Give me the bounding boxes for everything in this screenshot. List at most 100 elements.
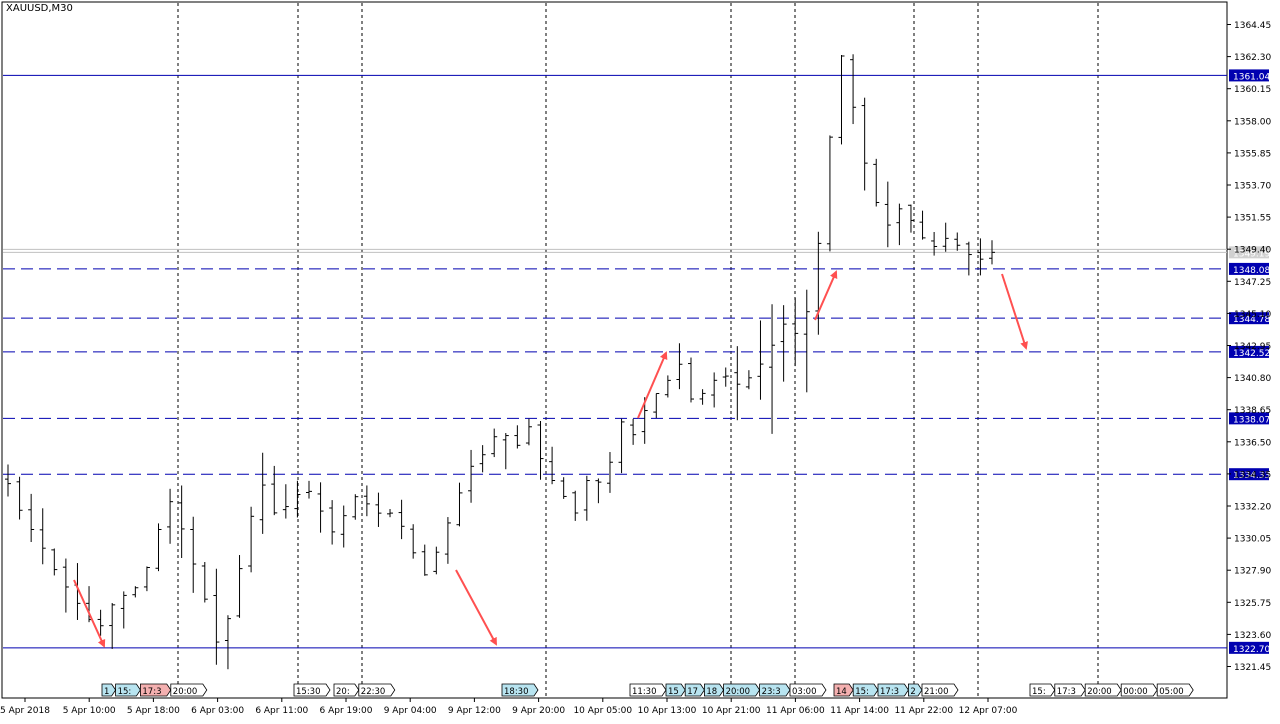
event-badge-shape (140, 683, 172, 697)
x-tick-label: 5 Apr 10:00 (63, 706, 116, 716)
event-badge-shape (759, 683, 791, 697)
candle (167, 488, 174, 544)
event-badge[interactable]: 03:00 (789, 683, 827, 697)
event-badge[interactable]: 15: (852, 683, 879, 697)
event-badge[interactable]: 1 (101, 683, 117, 697)
candle (919, 210, 926, 240)
event-badge[interactable]: 20:00 (1084, 683, 1122, 697)
session-separators (177, 3, 1099, 698)
event-badge-label: 20:00 (1087, 687, 1112, 697)
candle (896, 203, 903, 246)
arrow-4[interactable] (1001, 273, 1028, 350)
event-badge[interactable]: 18:30 (501, 683, 539, 697)
candle (479, 445, 486, 473)
x-tick-label: 11 Apr 14:00 (830, 706, 889, 716)
event-badge-shape (1054, 683, 1086, 697)
event-badge-shape (852, 683, 879, 697)
candle (745, 370, 752, 390)
candle (143, 566, 150, 592)
y-tick-label: 1351.55 (1234, 214, 1271, 224)
candle (120, 591, 127, 629)
event-badge[interactable]: 20:00 (170, 683, 208, 697)
event-badge-label: 22:30 (361, 687, 386, 697)
candle (5, 464, 11, 497)
event-badge[interactable]: 15:30 (293, 683, 331, 697)
candle (942, 222, 949, 252)
event-badge-shape (358, 683, 396, 697)
level-lines[interactable]: 1361.04 1322.70 1348.08 1344.78 1342.52 1338.… (3, 69, 1270, 655)
event-badge[interactable]: 23:3 (759, 683, 791, 697)
event-badge[interactable]: 22:30 (358, 683, 396, 697)
event-badge[interactable]: 15 (665, 683, 686, 697)
y-tick-label: 1349.40 (1234, 246, 1271, 256)
current-price-line: 1349.19 (3, 246, 1270, 259)
event-badge-shape (789, 683, 827, 697)
x-tick-label: 10 Apr 05:00 (573, 706, 632, 716)
candle (722, 367, 729, 387)
y-tick-label: 1353.70 (1234, 182, 1271, 192)
candle (688, 357, 695, 403)
event-badge-label: 2 (910, 687, 915, 697)
event-badge-label: 17:3 (880, 687, 899, 697)
arrow-0[interactable] (73, 579, 106, 648)
event-badge[interactable]: 17:3 (1054, 683, 1086, 697)
event-badge-label: 15: (855, 687, 869, 697)
event-badge-shape (833, 683, 854, 697)
candle (525, 418, 532, 446)
candle (537, 421, 544, 480)
event-badge[interactable]: 00:00 (1120, 683, 1158, 697)
candle (271, 465, 278, 516)
event-badge-shape (101, 683, 117, 697)
event-badge[interactable]: 17 (684, 683, 705, 697)
candle (514, 425, 521, 449)
candles (5, 54, 995, 670)
candle (155, 523, 162, 572)
candle (28, 493, 35, 543)
event-badge[interactable]: 15: (115, 683, 141, 697)
event-badge-label: 23:3 (762, 687, 781, 697)
event-badge-shape (684, 683, 705, 697)
candle (491, 428, 498, 458)
event-badge-label: 17:3 (142, 687, 161, 697)
y-tick-label: 1362.30 (1234, 53, 1271, 63)
event-badge[interactable]: 11:30 (629, 683, 667, 697)
candle (16, 476, 23, 520)
event-badge[interactable]: 05:00 (1156, 683, 1194, 697)
candle (907, 204, 914, 233)
event-badge[interactable]: 21:00 (921, 683, 959, 697)
event-badge[interactable]: 17:3 (877, 683, 909, 697)
arrow-annotations[interactable] (73, 270, 1028, 648)
level-value-1322.70: 1322.70 (1233, 645, 1270, 655)
event-badge[interactable]: 17:3 (140, 683, 172, 697)
event-badge[interactable]: 14 (833, 683, 854, 697)
candle (954, 232, 961, 251)
event-badge[interactable]: 20: (333, 683, 360, 697)
event-badge[interactable]: 20:00 (723, 683, 761, 697)
arrow-2[interactable] (637, 351, 668, 419)
event-badge-shape (665, 683, 686, 697)
candle (62, 558, 69, 613)
event-badge-label: 18:30 (504, 687, 529, 697)
candle (664, 375, 671, 398)
current-price-badge (1229, 246, 1269, 259)
event-badge-label: 05:00 (1159, 687, 1184, 697)
event-badge[interactable]: 18 (704, 683, 725, 697)
event-badges[interactable]: 1 15: 17:3 20:00 15:30 20: 22:30 18:30 11:30 15 17… (101, 683, 1194, 697)
event-badge[interactable]: 15: (1029, 683, 1056, 697)
event-badge-shape (877, 683, 909, 697)
event-badge-shape (921, 683, 959, 697)
arrow-1[interactable] (455, 569, 497, 646)
event-badge[interactable]: 2 (908, 683, 923, 697)
event-badge-shape (115, 683, 141, 697)
candle (792, 297, 799, 367)
level-badge-1344.78 (1229, 312, 1269, 325)
event-badge-shape (723, 683, 761, 697)
arrow-3[interactable] (814, 270, 838, 321)
candle (803, 289, 810, 393)
event-badge-label: 20:00 (173, 687, 198, 697)
event-badge-label: 20: (336, 687, 350, 697)
y-tick-label: 1321.45 (1234, 663, 1271, 673)
x-tick-label: 5 Apr 18:00 (127, 706, 180, 716)
